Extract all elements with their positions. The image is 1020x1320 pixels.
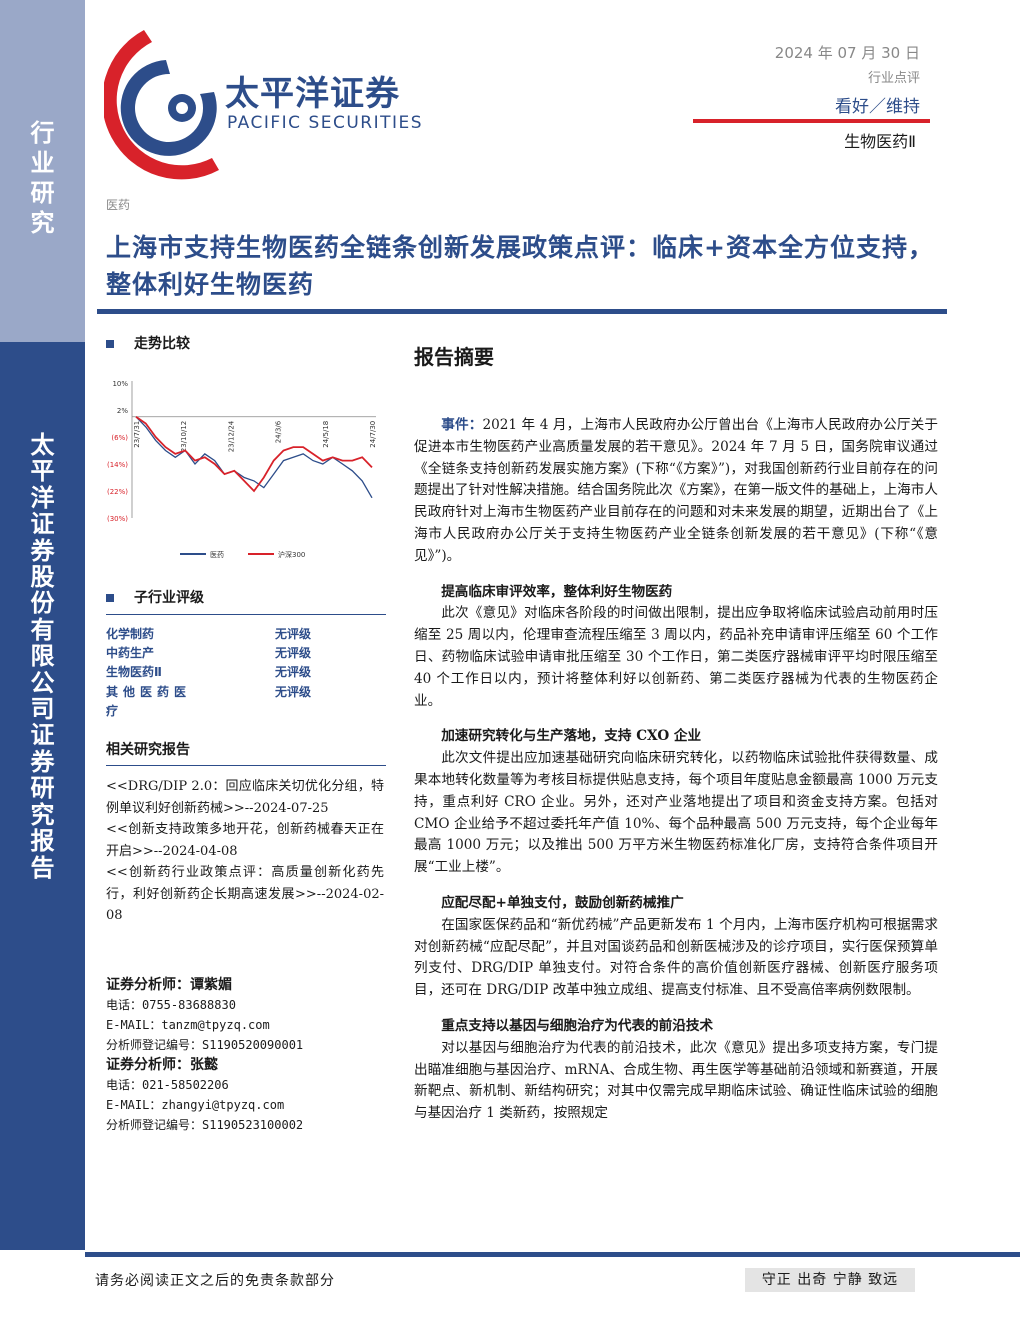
logo-emblem-icon <box>104 30 219 180</box>
y-tick-label: (14%) <box>107 461 128 469</box>
y-tick-label: 10% <box>112 380 128 388</box>
footer-motto: 守正 出奇 宁静 致远 <box>745 1268 915 1292</box>
sub-industry-name: 中药生产 <box>106 646 155 660</box>
logo-name-en: PACIFIC SECURITIES <box>227 113 424 133</box>
header-divider <box>693 119 930 123</box>
sidebar: 行业研究 太平洋证券股份有限公司证券研究报告 <box>0 0 85 1250</box>
related-report-link[interactable]: <<DRG/DIP 2.0：回应临床关切优化分组，特例单议利好创新药械>>--2… <box>106 779 384 816</box>
trend-chart: 10% 2% (6%) (14%) (22%) (30%) 23/7/31 23/10/12 2… <box>107 380 377 559</box>
sub-industry-heading: 子行业评级 <box>106 587 204 607</box>
sub-industry-name: 生物医药Ⅱ <box>106 665 162 679</box>
footer-divider <box>85 1252 1020 1257</box>
trend-heading-text: 走势比较 <box>134 336 190 352</box>
industry-name: 生物医药Ⅱ <box>844 132 916 151</box>
sub-industry-name: 其他医药医疗 <box>106 685 192 718</box>
section-text: 对以基因与细胞治疗为代表的前沿技术，此次《意见》提出多项支持方案，专门提出瞄准细… <box>414 1039 938 1122</box>
industry-rating: 看好／维持 <box>835 97 920 117</box>
series-line-csi300 <box>135 416 373 493</box>
x-tick-label: 23/7/31 <box>133 421 141 448</box>
related-reports-divider <box>106 765 386 766</box>
trend-heading: 走势比较 <box>106 333 190 353</box>
section-heading: 加速研究转化与生产落地，支持 CXO 企业 <box>441 728 702 745</box>
analyst-registration: 分析师登记编号：S1190523100002 <box>106 1118 304 1132</box>
report-type: 行业点评 <box>867 71 920 86</box>
x-tick-label: 24/3/6 <box>275 420 283 443</box>
summary-heading: 报告摘要 <box>414 345 494 369</box>
event-text: 2021 年 4 月，上海市人民政府办公厅曾出台《上海市人民政府办公厅关于促进本… <box>414 417 938 564</box>
event-lead: 事件： <box>441 417 483 433</box>
company-logo <box>104 30 219 180</box>
title-divider <box>97 309 947 314</box>
sub-industry-rating: 无评级 <box>275 685 312 699</box>
analyst-name: 证券分析师：张懿 <box>106 1057 218 1073</box>
sidebar-bottom-band <box>0 342 85 1250</box>
footer-disclaimer[interactable]: 请务必阅读正文之后的免责条款部分 <box>95 1273 335 1289</box>
y-tick-label: (30%) <box>107 515 128 523</box>
summary-content: 事件：2021 年 4 月，上海市人民政府办公厅曾出台《上海市人民政府办公厅关于… <box>414 415 938 1125</box>
related-report-link[interactable]: <<创新药行业政策点评：高质量创新化药先行，利好创新药企长期高速发展>>--20… <box>106 865 384 923</box>
square-bullet-icon <box>106 594 114 602</box>
sub-industry-name: 化学制药 <box>106 627 155 641</box>
logo-name-cn: 太平洋证券 <box>225 74 400 114</box>
sub-industry-rating: 无评级 <box>275 646 312 660</box>
sub-industry-rating: 无评级 <box>275 627 312 641</box>
analyst-info: 证券分析师：谭紫媚 电话：0755-83688830 E-MAIL：tanzm@… <box>106 975 386 1135</box>
square-bullet-icon <box>106 340 114 348</box>
y-tick-label: (6%) <box>111 434 128 442</box>
analyst-phone: 电话：021-58502206 <box>106 1078 229 1092</box>
section-text: 此次文件提出应加速基础研究向临床研究转化，以药物临床试验批件获得数量、成果本地转… <box>414 750 938 876</box>
report-title: 上海市支持生物医药全链条创新发展政策点评：临床+资本全方位支持，整体利好生物医药 <box>106 233 934 299</box>
series-line-pharma <box>135 416 373 499</box>
analyst-registration: 分析师登记编号：S1190520090001 <box>106 1038 304 1052</box>
sub-industry-rating: 无评级 <box>275 665 312 679</box>
report-date: 2024 年 07 月 30 日 <box>774 44 920 62</box>
sub-industry-divider <box>106 614 386 615</box>
sidebar-top-band <box>0 0 85 342</box>
sidebar-label-research: 行业研究 <box>30 119 55 237</box>
section-heading: 应配尽配+单独支付，鼓励创新药械推广 <box>441 894 684 911</box>
report-category: 医药 <box>106 198 131 212</box>
x-tick-label: 23/10/12 <box>180 421 188 452</box>
event-paragraph: 事件：2021 年 4 月，上海市人民政府办公厅曾出台《上海市人民政府办公厅关于… <box>414 415 938 568</box>
section-text: 此次《意见》对临床各阶段的时间做出限制，提出应争取将临床试验启动前用时压缩至 2… <box>414 605 938 709</box>
sub-industry-heading-text: 子行业评级 <box>134 590 204 606</box>
legend-label: 沪深300 <box>278 550 305 559</box>
analyst-phone: 电话：0755-83688830 <box>106 998 236 1012</box>
x-tick-label: 23/12/24 <box>227 420 235 452</box>
related-reports-heading: 相关研究报告 <box>106 742 190 758</box>
related-reports-list: <<DRG/DIP 2.0：回应临床关切优化分组，特例单议利好创新药械>>--2… <box>106 776 384 927</box>
x-tick-label: 24/7/30 <box>369 421 377 448</box>
x-tick-label: 24/5/18 <box>322 421 330 448</box>
section-heading: 重点支持以基因与细胞治疗为代表的前沿技术 <box>441 1017 714 1034</box>
analyst-name: 证券分析师：谭紫媚 <box>106 977 232 993</box>
sidebar-label-company: 太平洋证券股份有限公司证券研究报告 <box>30 431 55 882</box>
y-tick-label: (22%) <box>107 488 128 496</box>
y-tick-label: 2% <box>117 407 128 415</box>
legend-label: 医药 <box>210 550 224 559</box>
section-heading: 提高临床审评效率，整体利好生物医药 <box>441 583 673 600</box>
section-text: 在国家医保药品和“新优药械”产品更新发布 1 个月内，上海市医疗机构可根据需求对… <box>414 916 938 999</box>
related-report-link[interactable]: <<创新支持政策多地开花，创新药械春天正在开启>>--2024-04-08 <box>106 822 384 859</box>
analyst-email[interactable]: E-MAIL：zhangyi@tpyzq.com <box>106 1098 285 1112</box>
analyst-email[interactable]: E-MAIL：tanzm@tpyzq.com <box>106 1018 270 1032</box>
